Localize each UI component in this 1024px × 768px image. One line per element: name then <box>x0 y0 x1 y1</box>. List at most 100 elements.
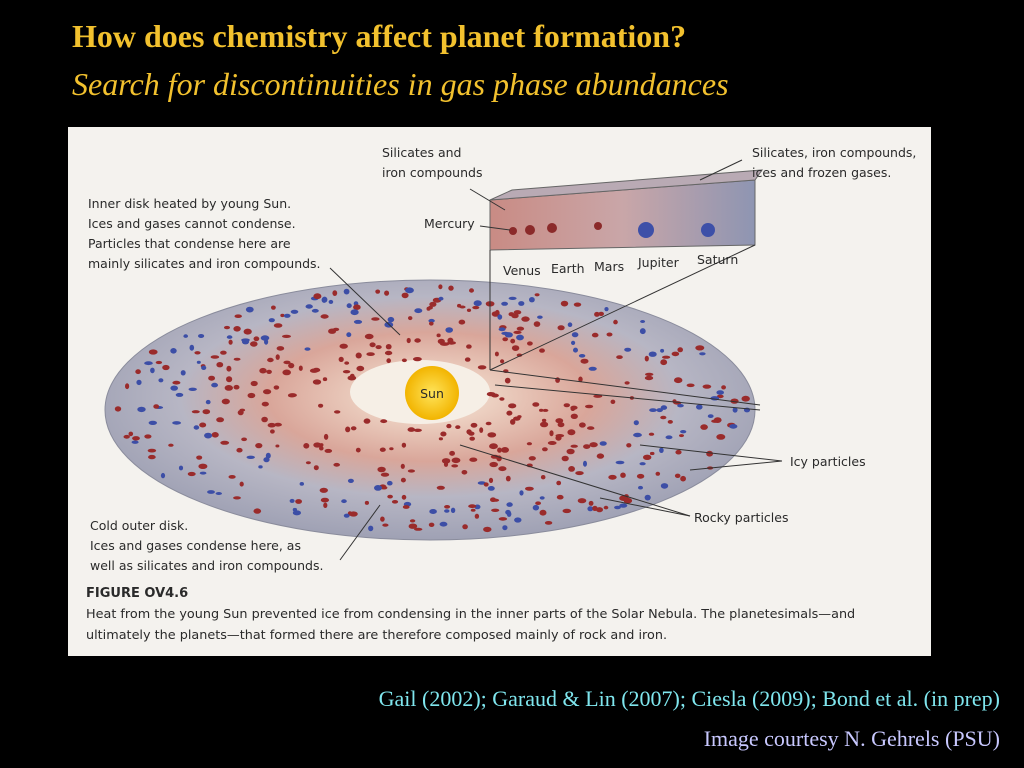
particle <box>592 505 598 511</box>
particle <box>587 426 595 430</box>
particle <box>380 516 385 522</box>
particle <box>525 486 534 491</box>
particle <box>226 376 233 383</box>
particle <box>408 523 418 529</box>
particle <box>312 379 322 385</box>
particle <box>135 369 141 375</box>
particle <box>448 285 454 291</box>
particle <box>521 316 530 322</box>
particle <box>444 509 450 513</box>
title: How does chemistry affect planet formati… <box>72 18 687 54</box>
label: Ices and gases cannot condense. <box>88 216 296 231</box>
particle <box>322 377 328 382</box>
label: mainly silicates and iron compounds. <box>88 256 321 271</box>
particle <box>539 509 547 516</box>
particle <box>128 431 134 437</box>
credit: Image courtesy N. Gehrels (PSU) <box>703 726 1000 751</box>
particle <box>498 517 508 521</box>
particle <box>220 440 230 445</box>
particle <box>510 338 516 344</box>
label: Earth <box>551 261 585 276</box>
particle <box>458 319 466 325</box>
particle <box>501 447 509 453</box>
particle <box>660 415 667 420</box>
particle <box>633 432 642 438</box>
particle <box>660 405 668 410</box>
particle <box>160 472 166 479</box>
particle <box>511 313 519 319</box>
particle <box>299 482 304 486</box>
particle <box>555 434 565 438</box>
particle <box>401 358 407 363</box>
subtitle: Search for discontinuities in gas phase … <box>72 66 729 102</box>
particle <box>198 463 208 469</box>
particle <box>408 316 413 321</box>
particle <box>636 473 645 479</box>
particle <box>148 349 158 355</box>
particle <box>439 521 448 527</box>
particle <box>318 403 324 408</box>
particle <box>571 340 576 345</box>
particle <box>155 360 163 365</box>
particle <box>237 409 244 416</box>
particle <box>283 313 291 318</box>
particle <box>250 341 258 347</box>
particle <box>123 434 130 439</box>
particle <box>616 355 623 359</box>
particle <box>466 429 472 435</box>
particle <box>144 361 153 366</box>
particle <box>353 304 361 311</box>
particle <box>464 357 471 362</box>
particle <box>438 437 443 441</box>
planet <box>638 222 654 238</box>
particle <box>513 330 522 334</box>
particle <box>540 421 549 428</box>
particle <box>189 344 195 351</box>
particle <box>596 507 603 513</box>
particle <box>426 306 431 311</box>
particle <box>540 475 546 480</box>
particle <box>644 355 649 362</box>
particle <box>263 389 272 395</box>
particle <box>175 392 184 397</box>
particle <box>400 463 405 469</box>
particle <box>320 497 329 503</box>
particle <box>445 327 454 333</box>
particle <box>350 426 357 431</box>
particle <box>638 485 643 490</box>
particle <box>323 433 329 440</box>
particle <box>375 289 381 294</box>
particle <box>210 355 220 359</box>
particle <box>633 420 639 426</box>
particle <box>573 302 582 307</box>
particle <box>603 505 609 510</box>
particle <box>401 292 409 299</box>
particle <box>371 317 380 321</box>
particle <box>655 471 661 476</box>
label: Silicates, iron compounds, <box>752 145 916 160</box>
particle <box>114 406 122 412</box>
particle <box>580 358 589 364</box>
particle <box>400 477 406 483</box>
particle <box>534 293 540 297</box>
label: Jupiter <box>637 255 680 270</box>
particle <box>305 461 311 465</box>
particle <box>529 297 535 303</box>
particle <box>407 427 416 432</box>
particle <box>680 475 686 482</box>
particle <box>491 498 500 502</box>
particle <box>402 505 410 509</box>
particle <box>228 475 236 479</box>
particle <box>441 458 451 464</box>
particle <box>488 477 494 483</box>
particle <box>640 320 646 323</box>
particle <box>136 379 142 386</box>
particle <box>502 337 509 342</box>
particle <box>245 306 254 313</box>
particle <box>560 300 569 307</box>
particle <box>363 418 371 424</box>
particle <box>380 472 390 477</box>
planet <box>509 227 517 235</box>
particle <box>183 334 188 338</box>
